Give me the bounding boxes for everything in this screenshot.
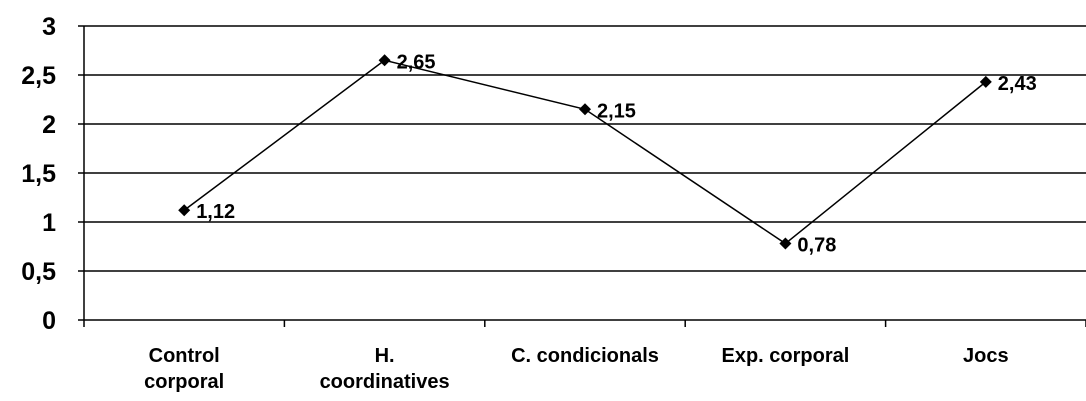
y-tick-label: 2: [42, 111, 56, 139]
x-tick-label: Control corporal: [144, 345, 224, 393]
x-tick-label: Jocs: [963, 345, 1009, 367]
data-point-marker: [779, 237, 792, 250]
x-tick-label: H. coordinatives: [320, 345, 450, 393]
series-line: [183, 59, 987, 245]
data-label: 0,78: [797, 235, 836, 257]
data-markers: [178, 54, 992, 250]
y-tick-label: 2,5: [21, 62, 56, 90]
y-tick-label: 3: [42, 13, 56, 41]
y-tick-label: 1,5: [21, 160, 56, 188]
y-tick-label: 0: [42, 307, 56, 335]
data-label: 2,65: [397, 51, 436, 73]
series-polyline: [183, 59, 987, 245]
data-label: 1,12: [196, 201, 235, 223]
y-tick-label: 1: [42, 209, 56, 237]
y-tick-labels: 0 0,5 1 1,5 2 2,5 3: [21, 13, 56, 335]
y-tick-label: 0,5: [21, 258, 56, 286]
data-labels: 1,12 2,65 2,15 0,78 2,43: [196, 51, 1037, 256]
data-point-marker: [178, 204, 191, 217]
data-point-marker: [579, 103, 591, 116]
data-label: 2,43: [998, 73, 1037, 95]
axes: [78, 25, 1086, 327]
data-label: 2,15: [597, 100, 636, 122]
x-tick-labels: Control corporal H. coordinatives C. condici…: [144, 345, 1008, 393]
x-tick-label: C. condicionals: [511, 345, 659, 367]
gridlines: [84, 25, 1086, 272]
data-point-marker: [378, 54, 391, 67]
data-point-marker: [979, 75, 992, 88]
x-tick-label: Exp. corporal: [721, 345, 849, 367]
